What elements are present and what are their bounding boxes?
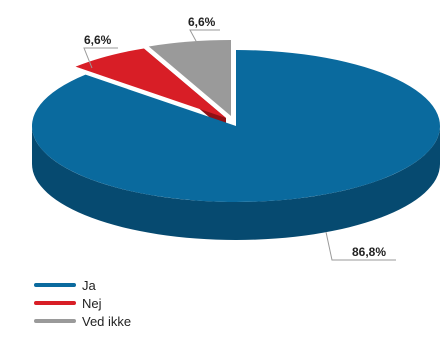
- legend-item-nej: Nej: [34, 294, 131, 312]
- data-label-nej: 6,6%: [84, 33, 112, 47]
- legend-swatch-ved-ikke: [34, 319, 76, 323]
- leader-line-ved-ikke: [189, 29, 220, 53]
- legend-item-ved-ikke: Ved ikke: [34, 312, 131, 330]
- legend-item-ja: Ja: [34, 276, 131, 294]
- legend-label-nej: Nej: [82, 295, 102, 311]
- pie-side-ja: [32, 126, 440, 240]
- pie-chart: 6,6% 6,6% 86,8%: [31, 15, 441, 261]
- data-label-ved-ikke: 6,6%: [188, 15, 216, 29]
- legend-label-ja: Ja: [82, 277, 96, 293]
- legend-swatch-nej: [34, 301, 76, 305]
- leader-line-ja: [325, 231, 396, 261]
- leader-line-nej: [83, 47, 118, 69]
- pie-labels: 6,6% 6,6% 86,8%: [83, 15, 396, 261]
- legend-swatch-ja: [34, 283, 76, 287]
- pie-slice-ved-ikke: [148, 40, 231, 116]
- legend: Ja Nej Ved ikke: [34, 276, 131, 330]
- pie-slice-nej: [75, 48, 226, 119]
- legend-label-ved-ikke: Ved ikke: [82, 313, 132, 329]
- data-label-ja: 86,8%: [352, 245, 386, 259]
- pie-slice-ja: [31, 50, 441, 202]
- pie-tops: [31, 40, 441, 202]
